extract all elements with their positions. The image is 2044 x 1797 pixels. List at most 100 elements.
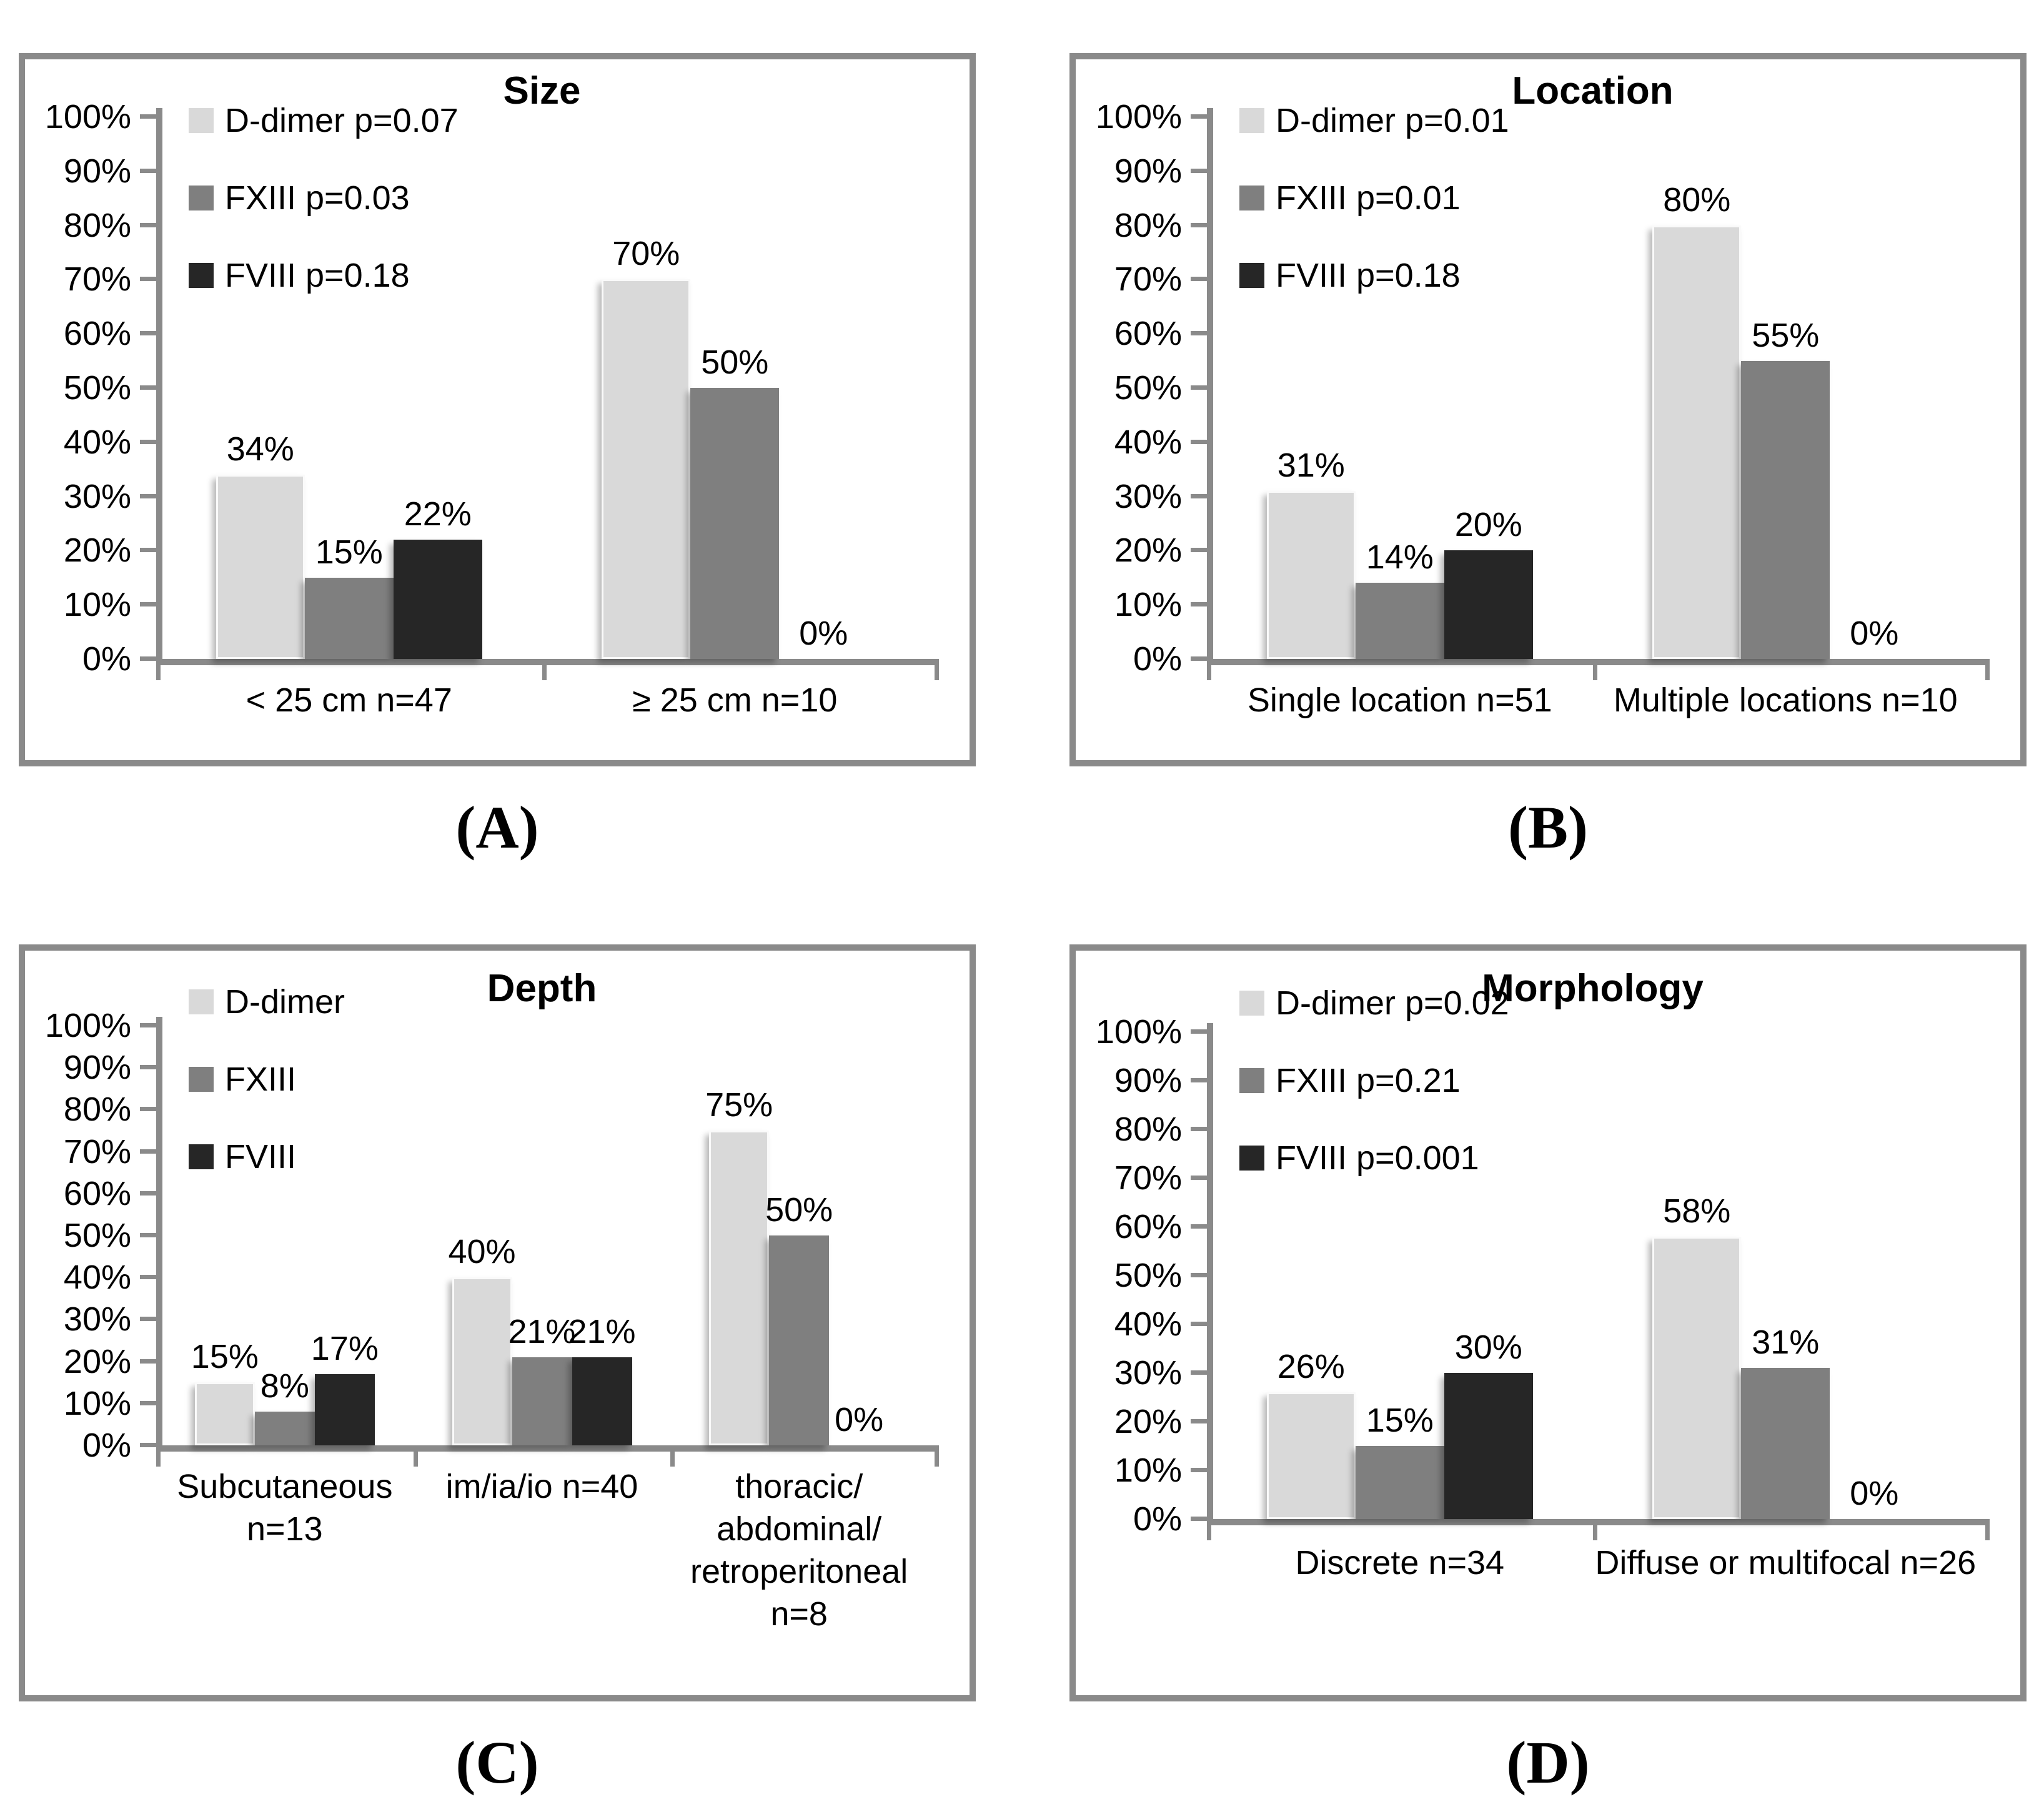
legend-label-d-dimer: D-dimer p=0.02 [1276,984,1509,1022]
legend-label-fviii: FVIII [225,1138,297,1176]
x-tick-mark [542,665,547,680]
y-axis-line [156,108,162,659]
y-tick-label: 30% [1114,1354,1182,1392]
x-category-label-line: ≥ 25 cm n=10 [632,681,838,719]
panel-border: Depth 100% 90% 80% 70% 60% 50% 40% 30% 20% 10% 0% … [19,944,976,1701]
y-tick-mark [140,1149,156,1154]
x-category-label-line: n=8 [770,1595,828,1633]
x-tick-mark [1985,665,1990,680]
value-label-fxiii: 55% [1752,317,1820,354]
panel-sub-label: (A) [455,794,539,861]
y-tick-label: 100% [1095,1013,1182,1051]
y-tick-label: 20% [1114,1403,1182,1440]
y-tick-mark [140,1317,156,1322]
y-tick-mark [140,1023,156,1027]
y-tick-mark [140,493,156,498]
legend: D-dimer FXIII FVIII [25,951,970,1695]
y-tick-label: 100% [44,1007,131,1044]
value-label-d-dimer: 80% [1663,181,1731,219]
y-tick-label: 90% [63,1049,131,1087]
y-tick-mark [1191,168,1207,173]
x-category-label: im/ia/io n=40 [414,1465,671,1508]
legend-label-fviii: FVIII p=0.18 [225,257,410,294]
x-category-label-line: Multiple locations n=10 [1613,681,1958,719]
y-axis: 100% 90% 80% 70% 60% 50% 40% 30% 20% 10% 0% [25,59,970,760]
bar-fxiii [1741,1368,1830,1519]
y-tick-label: 80% [63,1091,131,1129]
x-category-label: Multiple locations n=10 [1593,679,1979,721]
bar-fxiii [1741,361,1830,659]
value-label-fxiii: 8% [260,1367,309,1405]
bar-fxiii [304,578,394,659]
y-tick-label: 60% [1114,315,1182,353]
y-tick-label: 0% [1133,640,1182,678]
x-axis-line [1207,659,1990,665]
y-tick-label: 30% [63,1300,131,1339]
y-tick-label: 60% [63,315,131,353]
y-axis-line [156,1017,162,1445]
axes-layer [1076,951,2020,1695]
y-tick-mark [1191,656,1207,661]
y-tick-label: 40% [1114,1305,1182,1343]
x-category-label-line: Single location n=51 [1247,681,1552,719]
y-tick-label: 10% [1114,1452,1182,1489]
axes-layer [25,59,970,760]
value-label-fxiii: 15% [315,533,383,571]
value-label-fviii: 20% [1454,506,1522,543]
legend-label-fxiii: FXIII [225,1061,297,1098]
y-tick-mark [1191,1322,1207,1326]
y-tick-label: 0% [82,1427,131,1464]
title-layer: Morphology [1076,951,2020,1695]
y-tick-label: 100% [1095,98,1182,136]
y-tick-mark [140,1443,156,1447]
y-tick-mark [140,656,156,661]
value-label-fxiii: 31% [1752,1324,1820,1361]
y-tick-mark [140,168,156,173]
y-tick-mark [1191,602,1207,607]
y-tick-mark [1191,1273,1207,1277]
value-label-fxiii: 21% [508,1313,576,1350]
legend-swatch-fxiii [1239,1068,1264,1093]
bars-layer: 26% 15% 30% 58% 31% 0% [1076,951,2020,1695]
x-tick-mark [156,1452,161,1467]
y-tick-mark [140,1191,156,1196]
panel-border: Morphology 100% 90% 80% 70% 60% 50% 40% 30% 20% 1… [1069,944,2027,1701]
panel-sub-label: (D) [1506,1729,1590,1796]
value-label-fviii: 0% [799,615,848,652]
legend-swatch-d-dimer [189,989,214,1014]
bar-fviii [1444,1373,1533,1519]
y-tick-mark [140,1275,156,1280]
bar-fxiii [769,1235,830,1445]
y-tick-label: 80% [1114,1111,1182,1148]
legend-label-fxiii: FXIII p=0.21 [1276,1062,1461,1099]
legend-swatch-d-dimer [1239,108,1264,133]
y-tick-mark [140,114,156,119]
x-axis-labels: < 25 cm n=47 ≥ 25 cm n=10 [25,59,970,760]
value-label-d-dimer: 26% [1277,1348,1345,1385]
value-label-fxiii: 15% [1366,1402,1434,1439]
x-category-label-line: n=13 [247,1510,323,1548]
x-tick-mark [413,1452,418,1467]
y-tick-label: 10% [63,1384,131,1422]
y-tick-label: 90% [1114,152,1182,190]
y-tick-label: 20% [1114,532,1182,570]
x-category-label: ≥ 25 cm n=10 [542,679,928,721]
y-tick-label: 70% [1114,260,1182,299]
x-category-label-line: Discrete n=34 [1295,1544,1505,1582]
bar-fxiii [1355,1446,1444,1519]
legend-swatch-d-dimer [189,108,214,133]
bar-fxiii [254,1412,315,1445]
x-category-label: < 25 cm n=47 [156,679,542,721]
title-layer: Depth [25,951,970,1695]
x-tick-mark [670,1452,675,1467]
x-tick-mark [1207,1525,1211,1540]
y-tick-label: 50% [1114,369,1182,407]
x-axis-line [156,659,939,665]
title-layer: Location [1076,59,2020,760]
legend-swatch-fxiii [1239,186,1264,210]
panel-sub-label: (B) [1508,794,1588,861]
value-label-d-dimer: 70% [612,235,680,272]
axes-layer [1076,59,2020,760]
y-tick-mark [140,1107,156,1112]
y-tick-label: 100% [44,98,131,136]
